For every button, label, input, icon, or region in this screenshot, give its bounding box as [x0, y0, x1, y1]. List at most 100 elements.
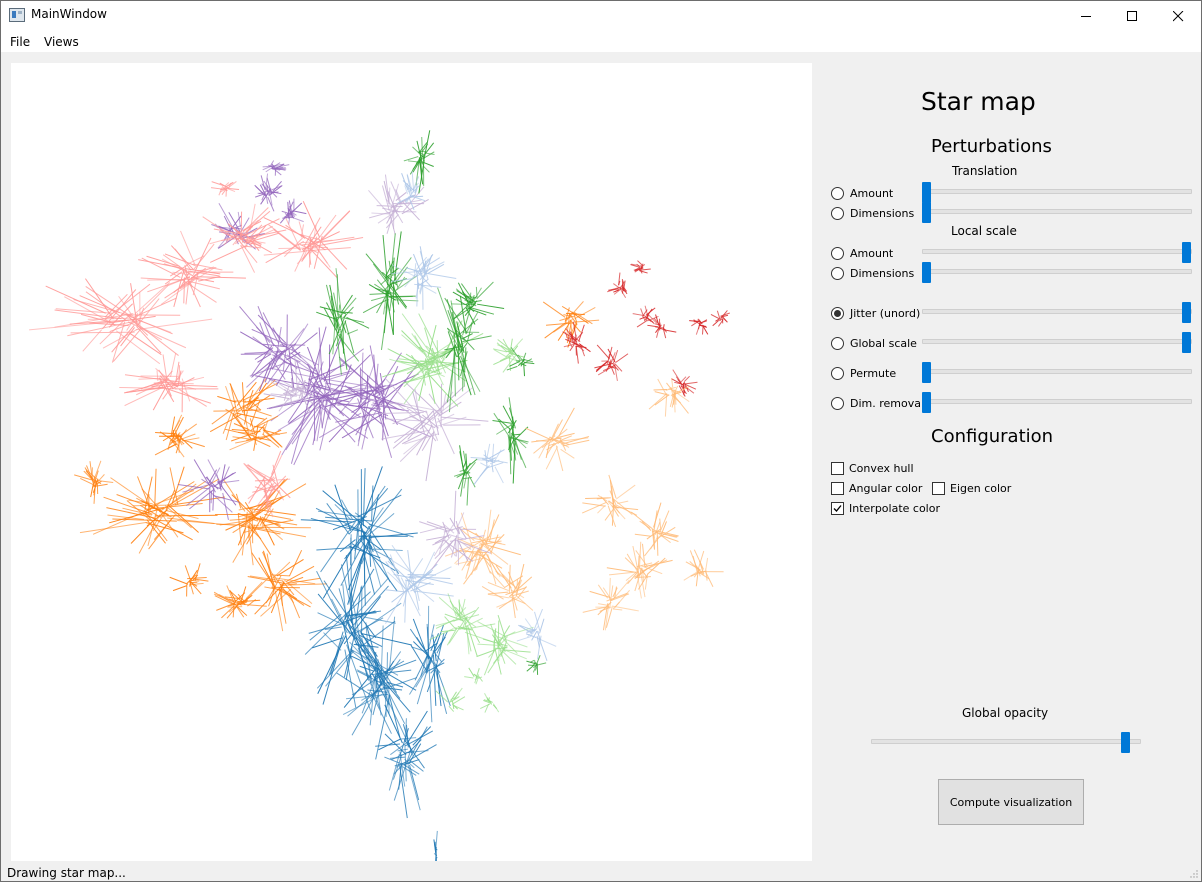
star-glyph-ray — [327, 392, 336, 420]
slider-handle[interactable] — [922, 262, 931, 283]
star-glyph-ray — [156, 370, 159, 381]
perturbation-slider[interactable] — [922, 262, 1192, 283]
star-glyph-ray — [233, 602, 245, 618]
slider-handle[interactable] — [1182, 302, 1191, 323]
star-glyph-ray — [403, 764, 420, 775]
slider-handle[interactable] — [922, 182, 931, 203]
star-glyph-ray — [487, 647, 506, 674]
star-glyph-ray — [612, 587, 618, 598]
perturbation-option[interactable]: Dimensions — [831, 265, 921, 283]
star-glyph-ray — [260, 192, 269, 205]
star-glyph-ray — [296, 360, 308, 397]
star-glyph-ray — [411, 574, 420, 611]
menu-views[interactable]: Views — [44, 35, 79, 49]
global-opacity-slider[interactable] — [871, 732, 1141, 753]
star-glyph-ray — [454, 328, 475, 351]
star-glyph-ray — [486, 443, 491, 460]
star-glyph-ray — [393, 751, 411, 801]
star-glyph-ray — [226, 585, 235, 603]
star-glyph-ray — [211, 405, 237, 425]
perturbation-option[interactable]: Amount — [831, 245, 921, 263]
star-glyph-ray — [428, 339, 456, 359]
star-glyph-ray — [169, 576, 189, 585]
angular-color-checkbox[interactable] — [831, 482, 844, 495]
perturbation-option[interactable]: Dimensions — [831, 205, 921, 223]
compute-visualization-button[interactable]: Compute visualization — [938, 779, 1084, 825]
star-glyph-ray — [608, 577, 611, 600]
star-glyph-ray — [405, 724, 409, 748]
star-glyph-ray — [425, 642, 438, 652]
star-glyph-ray — [274, 163, 285, 170]
resize-grip-icon[interactable] — [1190, 870, 1198, 878]
perturbation-slider[interactable] — [922, 392, 1192, 413]
slider-handle[interactable] — [1182, 242, 1191, 263]
star-glyph-ray — [449, 535, 485, 542]
perturbation-option[interactable]: Dim. removal — [831, 395, 924, 413]
star-glyph-ray — [102, 289, 137, 330]
slider-handle[interactable] — [922, 362, 931, 383]
perturbation-slider[interactable] — [922, 332, 1192, 353]
star-glyph-ray — [694, 564, 702, 573]
star-glyph-ray — [64, 296, 116, 326]
star-glyph-ray — [395, 266, 408, 283]
slider-handle[interactable] — [922, 392, 931, 413]
star-glyph-ray — [458, 541, 469, 562]
minimize-button[interactable] — [1063, 1, 1109, 31]
perturbation-radio[interactable] — [831, 267, 844, 280]
perturbation-radio[interactable] — [831, 337, 844, 350]
star-glyph-ray — [269, 163, 285, 168]
perturbation-slider[interactable] — [922, 182, 1192, 203]
menu-file[interactable]: File — [10, 35, 31, 49]
star-glyph-ray — [638, 269, 648, 274]
perturbation-option[interactable]: Amount — [831, 185, 921, 203]
close-button[interactable] — [1155, 1, 1201, 31]
star-glyph-ray — [154, 443, 178, 456]
translation-heading: Translation — [952, 164, 1018, 178]
star-glyph-ray — [342, 623, 352, 659]
star-glyph-ray — [419, 254, 434, 275]
star-map-canvas[interactable] — [11, 63, 812, 861]
star-glyph-ray — [285, 213, 291, 219]
star-glyph-ray — [447, 331, 458, 358]
eigen-color-checkbox[interactable] — [932, 482, 945, 495]
perturbation-slider[interactable] — [922, 242, 1192, 263]
perturbation-radio[interactable] — [831, 307, 844, 320]
star-glyph-ray — [238, 227, 258, 239]
star-glyph-ray — [396, 360, 426, 366]
slider-handle[interactable] — [1121, 732, 1130, 753]
perturbation-option[interactable]: Global scale — [831, 335, 921, 353]
star-glyph-ray — [640, 268, 651, 271]
perturbation-option[interactable]: Jitter (unord) — [831, 305, 921, 323]
slider-handle[interactable] — [922, 202, 931, 223]
convex-hull-checkbox[interactable] — [831, 462, 844, 475]
star-glyph-ray — [502, 638, 518, 654]
title-bar[interactable]: MainWindow — [1, 1, 1201, 31]
star-glyph-ray — [612, 505, 626, 520]
star-glyph-ray — [423, 130, 431, 162]
interpolate-color-checkbox[interactable] — [831, 502, 844, 515]
star-glyph-ray — [381, 271, 398, 286]
star-glyph-ray — [165, 509, 199, 520]
star-glyph-ray — [303, 247, 351, 252]
maximize-button[interactable] — [1109, 1, 1155, 31]
star-glyph-ray — [164, 387, 211, 404]
perturbation-slider[interactable] — [922, 362, 1192, 383]
perturbation-slider[interactable] — [922, 302, 1192, 323]
perturbation-slider[interactable] — [922, 202, 1192, 223]
star-glyph-ray — [244, 350, 286, 354]
slider-handle[interactable] — [1182, 332, 1191, 353]
star-glyph-ray — [170, 416, 176, 436]
star-glyph-ray — [569, 319, 582, 333]
perturbation-radio[interactable] — [831, 397, 844, 410]
star-glyph-ray — [414, 654, 428, 681]
perturbation-radio[interactable] — [831, 247, 844, 260]
star-glyph-ray — [605, 361, 612, 372]
star-glyph-ray — [290, 395, 293, 407]
perturbation-radio[interactable] — [831, 187, 844, 200]
star-glyph-ray — [345, 317, 365, 323]
perturbation-radio[interactable] — [831, 207, 844, 220]
perturbation-radio[interactable] — [831, 367, 844, 380]
star-glyph-ray — [471, 536, 501, 544]
perturbation-option[interactable]: Permute — [831, 365, 921, 383]
star-glyph-ray — [164, 276, 198, 299]
